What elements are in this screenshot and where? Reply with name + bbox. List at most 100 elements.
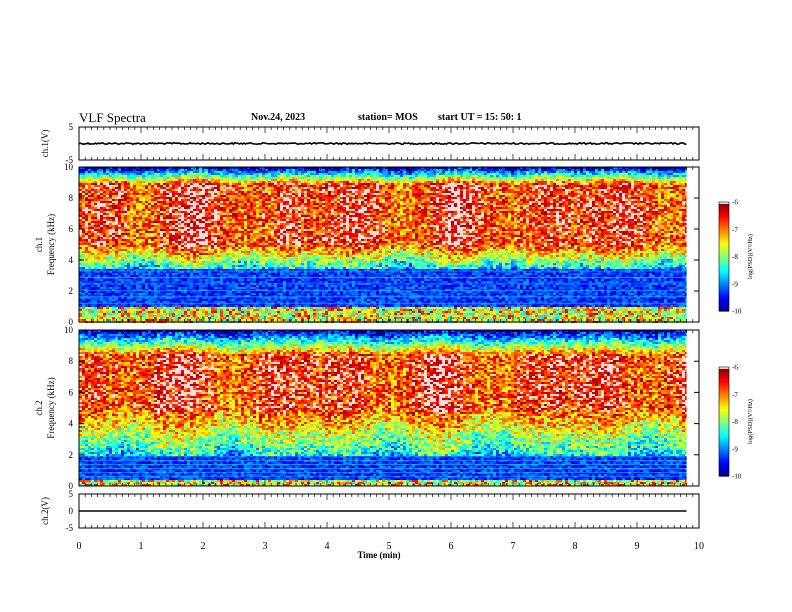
colorbar-cell	[719, 377, 729, 381]
colorbar-cell	[719, 265, 729, 268]
colorbar-cell	[719, 271, 729, 274]
colorbar-cell	[719, 405, 729, 408]
colorbar-cell	[719, 448, 729, 452]
ch1-spectrogram: 0 2 4 6 8 10 ch.1 Frequency (kHz)	[34, 162, 700, 327]
x-axis: 0 1 2 3 4 5 6 7 8 9 10 Time (min)	[77, 127, 704, 560]
colorbar-cell	[719, 461, 729, 464]
ylabel: ch.1(V)	[40, 130, 50, 158]
colorbar-cell	[719, 236, 729, 239]
colorbar-tick-label: -10	[732, 473, 742, 481]
colorbar-cell	[719, 445, 729, 448]
colorbar-cell	[719, 232, 729, 236]
colorbar-cell	[719, 392, 729, 395]
colorbar-cell	[719, 274, 729, 278]
colorbar-cell	[719, 278, 729, 281]
colorbar-cell	[719, 379, 729, 383]
colorbar-cell	[719, 240, 729, 243]
colorbar-cell	[719, 417, 729, 421]
colorbar-cell	[719, 390, 729, 394]
colorbar-cell	[719, 421, 729, 424]
colorbar-cell	[719, 426, 729, 430]
ytick-label: -5	[66, 155, 74, 165]
ch2-spectrogram-colorbar: -6 -7 -8 -9 -10 log(PSD)(V²/Hz)	[718, 364, 754, 481]
colorbar-cell	[719, 383, 729, 386]
colorbar-cell	[719, 403, 729, 406]
colorbar-cell	[719, 245, 729, 249]
colorbar-cell	[719, 247, 729, 250]
ytick-label: 6	[69, 387, 74, 397]
colorbar-cell	[719, 287, 729, 290]
colorbar-cell	[719, 372, 729, 375]
colorbar-cell	[719, 465, 729, 468]
colorbar-cell	[719, 397, 729, 401]
ylabel-frequency: Frequency (kHz)	[46, 214, 56, 275]
colorbar-cell	[719, 401, 729, 404]
colorbar-cell	[719, 450, 729, 453]
colorbar-cell	[719, 374, 729, 377]
ytick-label: 0	[69, 481, 74, 491]
colorbar-cell	[719, 472, 729, 475]
colorbar-tick-label: -9	[732, 280, 738, 288]
spectrogram-image	[79, 330, 688, 486]
colorbar-cell	[719, 212, 729, 216]
ylabel-channel: ch.1	[34, 237, 44, 252]
colorbar-cell	[719, 291, 729, 294]
xtick-label: 7	[511, 541, 516, 552]
colorbar-cell	[719, 234, 729, 238]
ytick-label: -5	[66, 523, 74, 533]
colorbar-cell	[719, 381, 729, 384]
colorbar-tick-label: -6	[732, 199, 738, 207]
colorbar-tick-label: -9	[732, 445, 738, 453]
ytick-label: 5	[69, 489, 74, 499]
colorbar-cell	[719, 470, 729, 473]
colorbar-frame	[718, 366, 730, 477]
colorbar-cell	[719, 414, 729, 417]
ytick-label: 10	[64, 325, 74, 335]
ylabel: ch.2(V)	[40, 497, 50, 525]
ylabel-channel: ch.2	[34, 400, 44, 415]
colorbar-cell	[719, 221, 729, 225]
colorbar-cell	[719, 249, 729, 252]
colorbar-cell	[719, 231, 729, 234]
colorbar-cell	[719, 396, 729, 399]
colorbar-cell	[719, 430, 729, 433]
colorbar-cell	[719, 385, 729, 388]
colorbar-cell	[719, 218, 729, 221]
colorbar-cell	[719, 388, 729, 392]
xtick-label: 9	[635, 541, 640, 552]
ytick-label: 10	[64, 162, 74, 172]
xtick-label: 1	[139, 541, 144, 552]
colorbar-cell	[719, 207, 729, 210]
colorbar-cell	[719, 303, 729, 307]
colorbar-cell	[719, 243, 729, 247]
colorbar-cell	[719, 225, 729, 229]
colorbar-cell	[719, 368, 729, 372]
xtick-label: 2	[201, 541, 206, 552]
colorbar-cell	[719, 436, 729, 439]
colorbar-cell	[719, 466, 729, 470]
xtick-label: 10	[694, 541, 704, 552]
xtick-label: 0	[77, 541, 82, 552]
colorbar-cell	[719, 428, 729, 432]
ytick-label: 4	[69, 419, 74, 429]
xtick-label: 6	[449, 541, 454, 552]
colorbar-cell	[719, 474, 729, 477]
colorbar-tick-label: -6	[732, 364, 738, 372]
ytick-label: 8	[69, 193, 74, 203]
colorbar-cell	[719, 251, 729, 254]
colorbar-cell	[719, 294, 729, 298]
ytick-label: 2	[69, 450, 74, 460]
colorbar-cell	[719, 305, 729, 308]
ch1-spectrogram-colorbar: -6 -7 -8 -9 -10 log(PSD)(V²/Hz)	[718, 199, 754, 316]
colorbar-cell	[719, 301, 729, 305]
ylabel-frequency: Frequency (kHz)	[46, 377, 56, 438]
colorbar-cell	[719, 410, 729, 414]
colorbar-cell	[719, 309, 729, 312]
colorbar-tick-label: -7	[732, 391, 738, 399]
colorbar-cell	[719, 269, 729, 272]
x-axis-label: Time (min)	[357, 550, 400, 560]
colorbar-cell	[719, 452, 729, 455]
station-label: station= MOS	[358, 112, 418, 123]
spectrogram-empty-area	[686, 167, 699, 322]
